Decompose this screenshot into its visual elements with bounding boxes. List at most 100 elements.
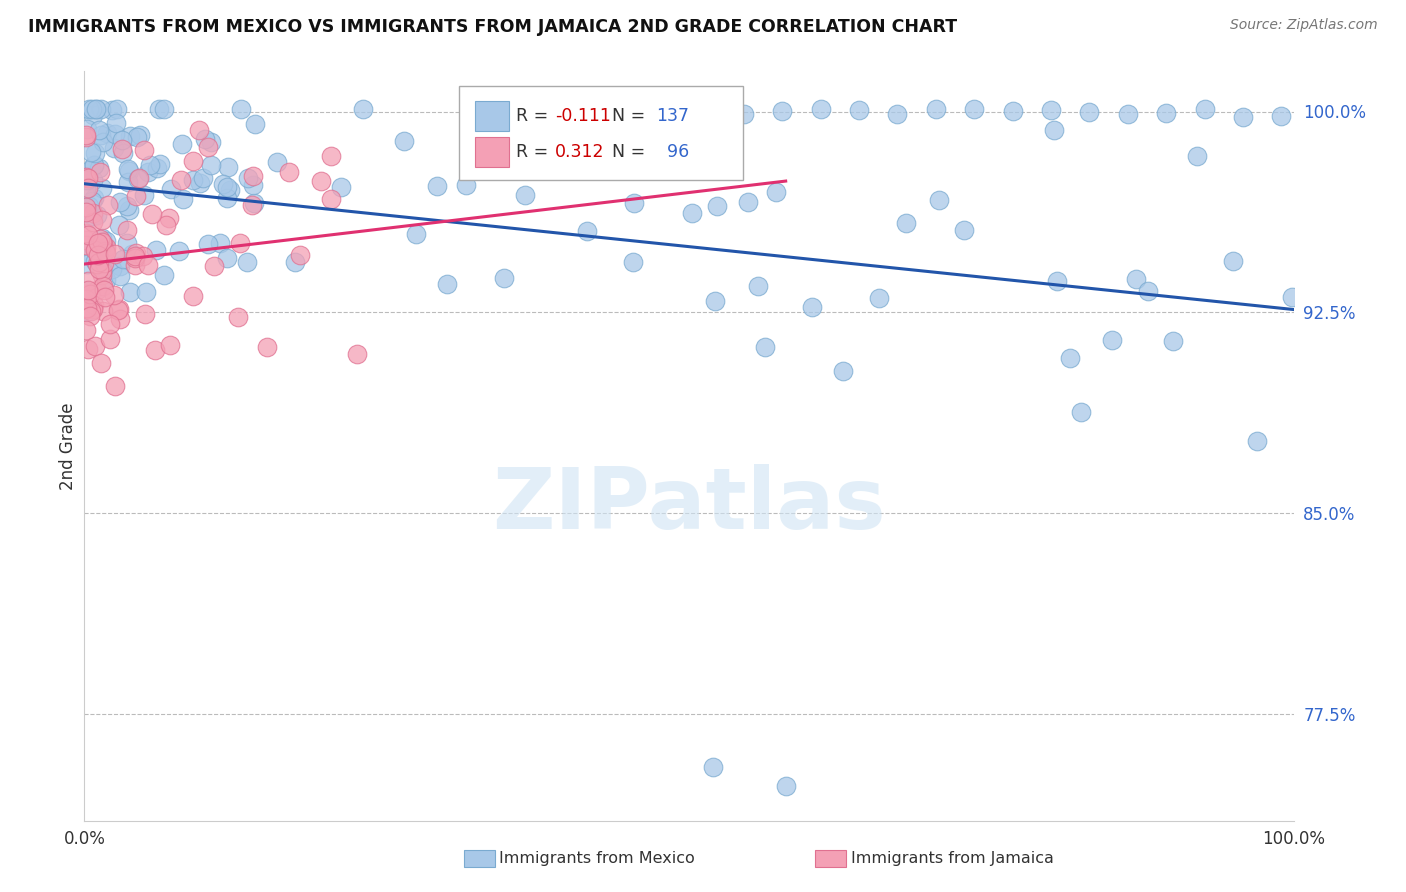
Point	[90, 181, 112, 195]
Point	[80, 194, 103, 208]
Point	[86, 284, 108, 298]
Point	[111, 145, 134, 160]
Point	[1001, 103, 1024, 118]
Point	[200, 135, 222, 149]
Point	[236, 255, 259, 269]
Point	[110, 259, 132, 273]
Point	[330, 179, 353, 194]
Point	[219, 183, 242, 197]
Point	[153, 268, 176, 283]
Point	[1154, 106, 1177, 120]
Point	[1078, 105, 1101, 120]
Point	[765, 185, 787, 199]
Point	[346, 347, 368, 361]
Point	[243, 196, 266, 211]
Point	[108, 301, 131, 316]
Point	[120, 128, 142, 143]
Point	[800, 300, 823, 314]
Point	[84, 146, 107, 161]
Point	[145, 244, 167, 258]
Point	[467, 145, 489, 160]
Point	[89, 232, 111, 246]
Point	[96, 127, 118, 141]
Point	[202, 259, 225, 273]
Point	[90, 128, 112, 143]
Point	[170, 173, 193, 187]
Point	[75, 227, 97, 241]
Point	[124, 258, 146, 272]
Point	[84, 244, 107, 259]
Text: N =: N =	[600, 143, 651, 161]
Point	[86, 208, 108, 222]
Point	[96, 273, 118, 287]
Point	[770, 103, 793, 118]
Point	[775, 779, 797, 793]
Point	[104, 247, 127, 261]
Point	[733, 107, 755, 121]
Point	[98, 317, 121, 331]
Point	[215, 191, 238, 205]
Point	[79, 310, 101, 324]
Point	[117, 203, 139, 218]
Point	[132, 143, 155, 157]
Point	[75, 182, 97, 196]
Point	[111, 133, 134, 147]
Text: 0.312: 0.312	[555, 143, 605, 161]
Point	[149, 157, 172, 171]
Point	[91, 264, 114, 278]
Point	[426, 178, 449, 193]
Point	[90, 102, 112, 116]
Point	[76, 257, 98, 271]
Point	[125, 189, 148, 203]
Point	[266, 155, 288, 169]
Point	[143, 343, 166, 357]
Point	[141, 207, 163, 221]
Point	[80, 303, 103, 318]
Point	[76, 211, 98, 225]
Point	[77, 171, 100, 186]
Y-axis label: 2nd Grade: 2nd Grade	[59, 402, 77, 490]
Text: R =: R =	[516, 107, 554, 125]
Text: Source: ZipAtlas.com: Source: ZipAtlas.com	[1230, 18, 1378, 32]
Point	[127, 172, 149, 186]
Point	[197, 237, 219, 252]
Point	[75, 238, 97, 252]
Point	[172, 192, 194, 206]
Point	[187, 123, 209, 137]
Point	[121, 247, 143, 261]
Point	[810, 102, 832, 116]
Point	[105, 115, 128, 129]
Point	[148, 102, 170, 116]
Point	[197, 140, 219, 154]
Point	[576, 223, 599, 237]
Point	[75, 290, 97, 304]
Point	[76, 181, 98, 195]
Point	[91, 261, 114, 276]
Point	[190, 177, 212, 191]
Point	[83, 339, 105, 353]
Point	[103, 140, 125, 154]
Point	[124, 251, 146, 265]
Point	[1101, 333, 1123, 347]
Point	[703, 293, 725, 308]
Point	[1185, 149, 1208, 163]
Point	[1270, 109, 1292, 123]
Point	[87, 254, 110, 268]
Point	[80, 238, 103, 252]
Point	[87, 161, 110, 175]
Point	[492, 270, 515, 285]
Point	[953, 223, 976, 237]
Point	[86, 257, 108, 271]
Point	[94, 244, 117, 258]
Point	[170, 136, 193, 151]
Point	[82, 205, 104, 219]
Point	[75, 292, 97, 306]
Point	[284, 255, 307, 269]
Point	[706, 199, 728, 213]
Point	[84, 102, 107, 116]
Point	[655, 108, 678, 122]
Point	[117, 175, 139, 189]
Point	[617, 105, 640, 120]
Point	[928, 193, 950, 207]
Point	[139, 158, 162, 172]
